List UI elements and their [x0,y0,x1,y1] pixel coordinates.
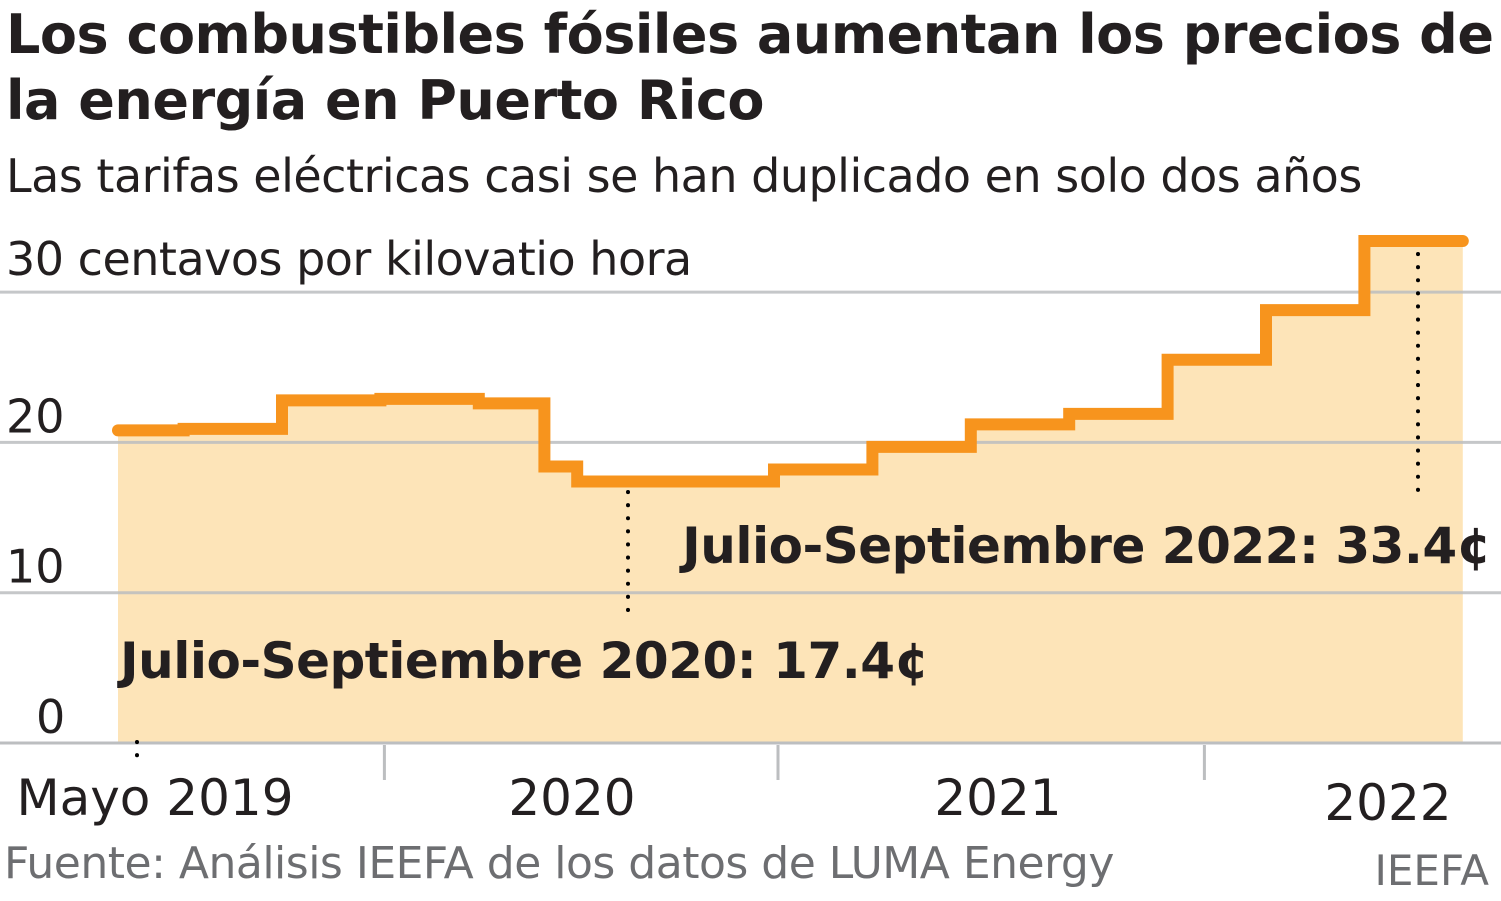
source-note: Fuente: Análisis IEEFA de los datos de L… [4,838,1114,889]
area-fill [118,240,1463,744]
x-tick-label: 2022 [1324,774,1451,832]
y-axis-label: 30 centavos por kilovatio hora [6,232,692,286]
annotation-2020: Julio-Septiembre 2020: 17.4¢ [120,632,929,690]
price-step-line [112,234,1469,488]
chart-subtitle: Las tarifas eléctricas casi se han dupli… [6,149,1362,203]
chart-title: Los combustibles fósiles aumentan los pr… [6,3,1494,132]
y-tick-label: 10 [6,540,65,594]
x-tick-label: Mayo 2019 [16,769,293,827]
y-tick-label: 0 [36,690,65,744]
annotation-2022: Julio-Septiembre 2022: 33.4¢ [682,517,1491,575]
x-tick-label: 2020 [508,769,635,827]
credit: IEEFA [1374,846,1490,895]
y-tick-label: 20 [6,389,65,443]
x-tick-label: 2021 [934,769,1061,827]
